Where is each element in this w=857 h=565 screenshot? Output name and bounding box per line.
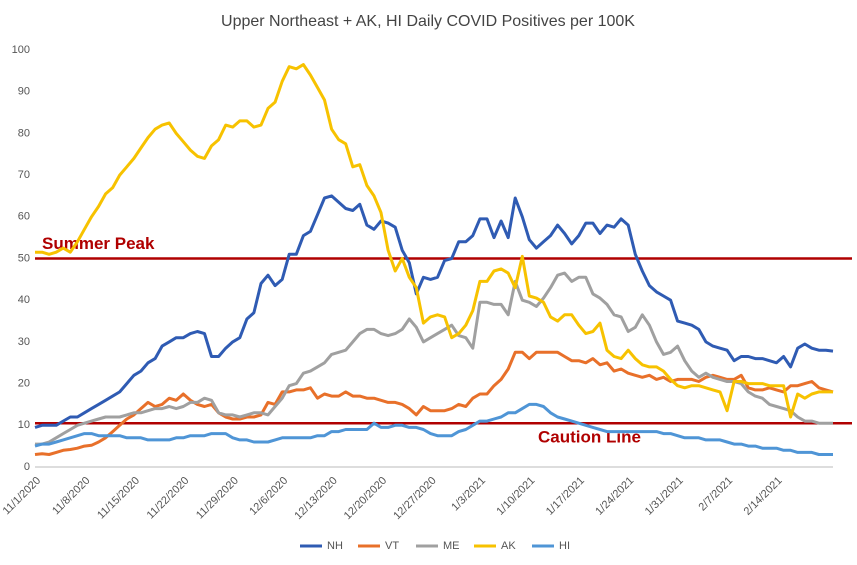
legend-label: VT (385, 540, 399, 552)
y-tick-label: 0 (24, 461, 30, 473)
series-line (35, 271, 833, 446)
y-tick-label: 20 (18, 378, 30, 390)
y-tick-label: 60 (18, 211, 30, 223)
x-tick-label: 11/8/2020 (50, 475, 93, 518)
x-tick-label: 1/17/2021 (544, 475, 587, 518)
legend-label: NH (327, 540, 343, 552)
x-tick-label: 11/22/2020 (145, 475, 192, 522)
y-tick-label: 70 (18, 169, 30, 181)
y-tick-label: 80 (18, 127, 30, 139)
series-line (34, 402, 833, 456)
annotation: Summer Peak (42, 234, 155, 253)
y-tick-label: 10 (18, 419, 30, 431)
x-tick-label: 1/31/2021 (643, 475, 686, 518)
legend-label: ME (443, 540, 460, 552)
x-tick-label: 12/20/2020 (342, 475, 389, 522)
legend-label: AK (501, 540, 516, 552)
y-tick-label: 90 (18, 86, 30, 98)
x-tick-label: 11/15/2020 (95, 475, 142, 522)
x-tick-label: 2/14/2021 (742, 475, 785, 518)
x-tick-label: 12/27/2020 (391, 475, 438, 522)
x-tick-label: 12/13/2020 (292, 475, 339, 522)
series-line (34, 194, 834, 429)
y-tick-label: 30 (18, 336, 30, 348)
y-tick-label: 40 (18, 294, 30, 306)
series-line (34, 350, 834, 456)
x-tick-label: 12/6/2020 (247, 475, 290, 518)
chart-title: Upper Northeast + AK, HI Daily COVID Pos… (221, 13, 635, 30)
y-tick-label: 100 (12, 44, 30, 56)
x-tick-label: 1/10/2021 (494, 475, 537, 518)
legend-label: HI (559, 540, 570, 552)
x-tick-label: 1/3/2021 (449, 475, 488, 514)
x-tick-label: 11/29/2020 (194, 475, 241, 522)
x-tick-label: 11/1/2020 (1, 475, 44, 518)
x-tick-label: 2/7/2021 (696, 475, 735, 514)
x-tick-label: 1/24/2021 (593, 475, 636, 518)
y-tick-label: 50 (18, 252, 30, 264)
series-line (35, 63, 833, 419)
